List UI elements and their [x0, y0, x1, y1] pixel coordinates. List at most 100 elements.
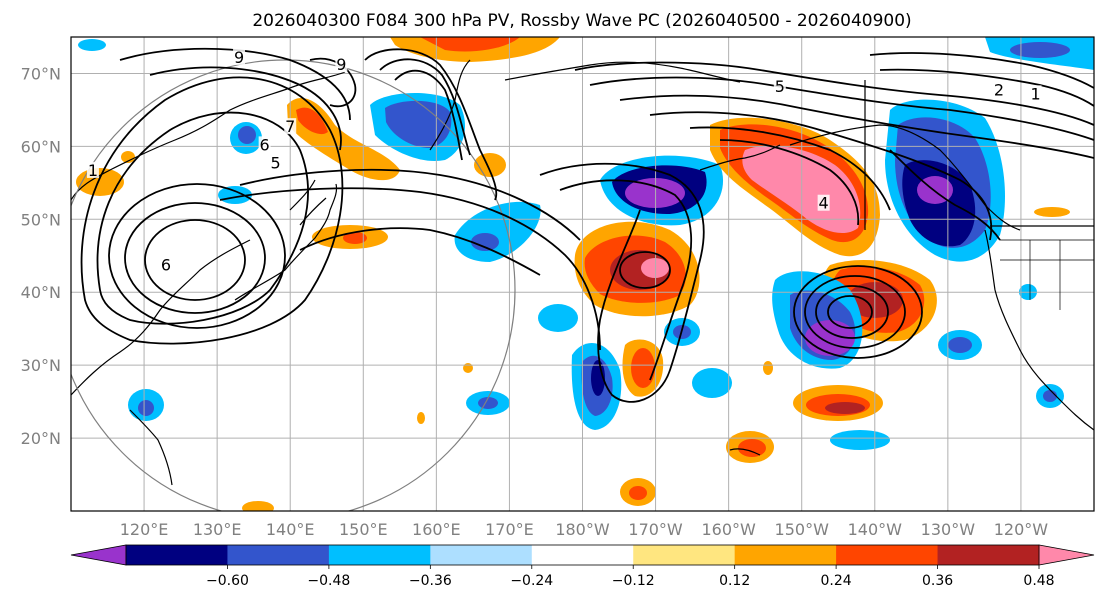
pv-contour — [793, 265, 923, 359]
lat-label: 40°N — [21, 283, 61, 302]
pv-contour-label: 1 — [1030, 84, 1040, 103]
colorbar: −0.60 −0.48 −0.36 −0.24 −0.12 0.12 0.24 0.36 0.4… — [70, 544, 1095, 589]
colorbar-tick-label: 0.48 — [1023, 573, 1054, 589]
negative-anomaly — [625, 178, 685, 208]
positive-anomaly — [296, 107, 328, 135]
coastlines — [71, 59, 1094, 486]
positive-anomaly — [463, 363, 473, 373]
pv-contour — [827, 295, 873, 329]
pv-contour-label: 9 — [234, 48, 244, 67]
positive-anomaly — [629, 486, 647, 500]
pv-contour — [804, 275, 906, 349]
pv-contour-label: 7 — [285, 117, 295, 136]
pv-contour — [299, 227, 541, 276]
pv-contour — [574, 61, 1094, 126]
pv-contour-label: 6 — [161, 256, 171, 275]
pv-contour — [879, 68, 1094, 107]
pv-label-bg — [269, 154, 282, 171]
pv-label-bg — [159, 256, 172, 273]
pv-contour — [309, 57, 357, 108]
map-frame — [70, 36, 1095, 512]
pv-contour-label: 5 — [271, 154, 281, 173]
pv-label-bg — [335, 56, 348, 73]
coastline-sakhalin — [299, 197, 327, 226]
positive-anomaly — [1034, 207, 1070, 217]
positive-anomaly — [631, 348, 655, 388]
colorbar-segment — [227, 545, 330, 565]
lat-label: 30°N — [21, 356, 61, 375]
negative-anomaly — [471, 233, 499, 251]
negative-anomaly — [692, 368, 732, 398]
pv-contour — [649, 111, 993, 241]
colorbar-tick-label: −0.48 — [307, 573, 350, 589]
lon-label: 170°E — [485, 520, 534, 539]
pv-contour — [149, 66, 342, 151]
colorbar-segment — [734, 545, 837, 565]
positive-anomaly — [343, 232, 367, 244]
pv-label-bg — [284, 118, 297, 135]
pv-contour — [559, 179, 693, 381]
colorbar-segment — [126, 545, 228, 565]
colorbar-tick-label: 0.36 — [922, 573, 953, 589]
coastline-alaska — [789, 124, 1021, 231]
lon-label: 150°W — [775, 520, 830, 539]
pv-contour — [108, 183, 286, 329]
colorbar-tick-label: −0.60 — [206, 573, 249, 589]
coastline-asia-north — [71, 71, 346, 201]
positive-anomaly — [641, 258, 669, 278]
negative-anomaly — [948, 337, 972, 353]
negative-anomaly — [138, 400, 154, 416]
negative-anomaly — [538, 304, 578, 332]
lat-label: 50°N — [21, 210, 61, 229]
negative-anomaly — [238, 126, 256, 144]
radius-circle — [71, 59, 516, 511]
pv-label-bg — [233, 48, 246, 65]
pv-contour — [119, 47, 351, 121]
lat-label: 70°N — [21, 64, 61, 83]
pv-contour — [689, 126, 891, 211]
negative-anomaly — [1043, 390, 1057, 402]
pv-contour — [619, 251, 671, 289]
colorbar-segment — [430, 545, 533, 565]
pv-contour-label: 1 — [88, 161, 98, 180]
pv-contour — [619, 94, 1094, 159]
positive-anomaly — [763, 361, 773, 375]
colorbar-tick-label: −0.36 — [409, 573, 452, 589]
colorbar-tick-label: −0.24 — [510, 573, 553, 589]
coastline-bering-north — [504, 61, 741, 83]
lon-label: 160°E — [412, 520, 461, 539]
coastline-philippines — [129, 409, 173, 486]
lon-label: 130°E — [193, 520, 242, 539]
coastline-hokkaido — [289, 179, 316, 211]
pv-contour — [80, 76, 344, 345]
pv-label-bg — [993, 81, 1006, 98]
lon-label: 120°E — [120, 520, 169, 539]
coastline-hawaii — [729, 448, 761, 456]
coastline-japan — [234, 183, 338, 301]
pv-contour — [96, 111, 309, 325]
pv-contour — [394, 69, 463, 161]
colorbar-tick-label: 0.24 — [821, 573, 852, 589]
lon-label: 150°E — [339, 520, 388, 539]
longitude-labels: 120°E 130°E 140°E 150°E 160°E 170°E 180°W 170°W… — [120, 520, 1049, 539]
pv-contour — [869, 52, 1094, 89]
pv-contour — [589, 76, 1094, 141]
pv-contour — [144, 219, 246, 301]
pv-contour — [124, 202, 266, 314]
positive-anomaly — [417, 412, 425, 424]
pv-contours — [80, 47, 1094, 403]
pv-contour-label: 9 — [336, 55, 346, 74]
pv-contour — [379, 58, 471, 156]
pv-contour-label: 2 — [994, 81, 1004, 100]
colorbar-extend-low — [70, 544, 127, 566]
lon-label: 140°E — [266, 520, 315, 539]
lon-label: 180°W — [555, 520, 610, 539]
lon-label: 130°W — [921, 520, 976, 539]
pv-contour — [219, 187, 601, 351]
colorbar-tick-label: −0.12 — [612, 573, 655, 589]
positive-anomaly — [825, 402, 865, 414]
pv-contour — [815, 285, 889, 339]
